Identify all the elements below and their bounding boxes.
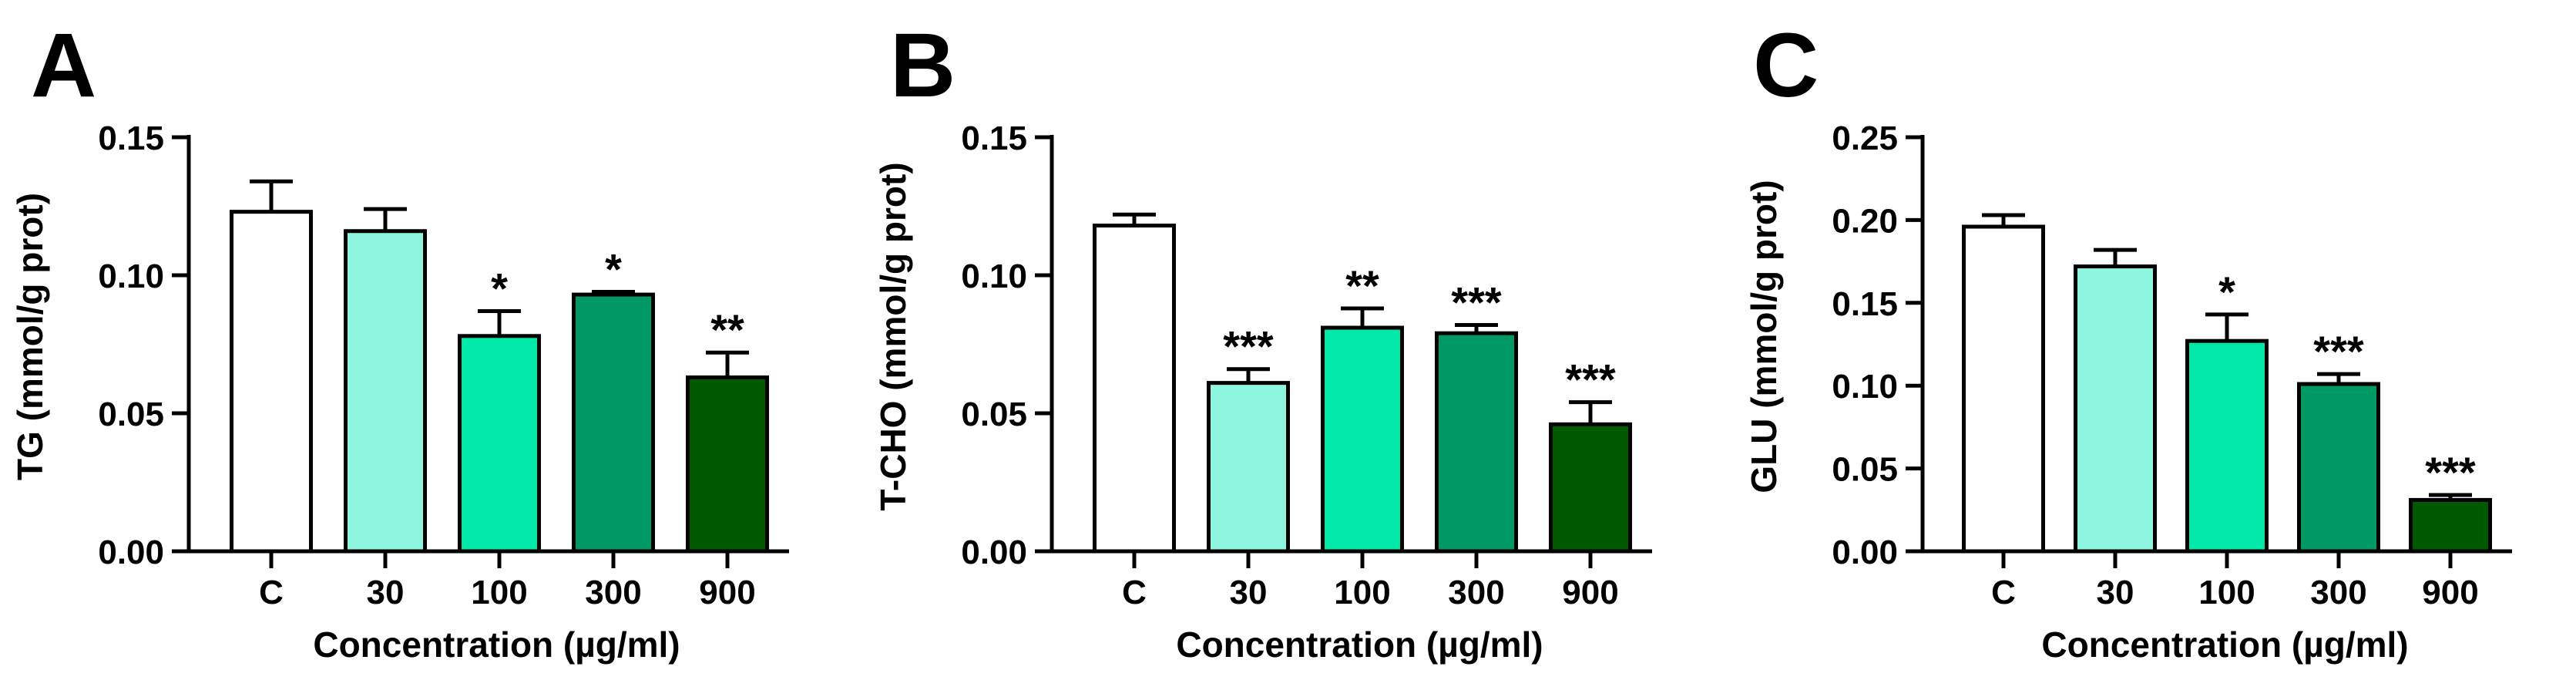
bar (230, 210, 313, 554)
x-tick-label: 30 (2097, 574, 2134, 611)
significance-label: ** (710, 305, 744, 354)
x-tick-label: 900 (699, 574, 755, 611)
y-tick-label: 0.10 (98, 258, 164, 295)
bar (458, 334, 541, 554)
bar (572, 292, 655, 554)
x-tick-label: 900 (1562, 574, 1618, 611)
y-tick-label: 0.15 (1832, 285, 1898, 323)
x-tick-label: 30 (1230, 574, 1268, 611)
significance-label: *** (2425, 448, 2476, 497)
panel-c: C 0.00 0.05 0.10 0.15 0.20 0.25 GLU (mmol/g pro… (1744, 15, 2512, 665)
bar (1962, 224, 2045, 554)
x-tick-label: C (259, 574, 284, 611)
y-tick-label: 0.05 (98, 396, 164, 433)
significance-label: *** (1565, 355, 1616, 404)
bar (1435, 331, 1518, 554)
bar (686, 375, 769, 554)
panel-letter: A (31, 15, 96, 116)
x-tick-label: 30 (367, 574, 405, 611)
y-tick-label: 0.00 (1832, 534, 1898, 571)
x-tick-label: C (1991, 574, 2016, 611)
significance-label: * (605, 244, 622, 293)
bar (1207, 381, 1290, 554)
x-tick-label: 100 (1334, 574, 1390, 611)
y-tick-label: 0.15 (961, 120, 1027, 157)
y-tick-label: 0.05 (961, 396, 1027, 433)
significance-label: *** (1223, 322, 1274, 371)
y-tick-label: 0.00 (961, 534, 1027, 571)
bar (344, 229, 427, 554)
x-axis-title: Concentration (µg/ml) (313, 625, 680, 665)
y-tick-label: 0.05 (1832, 451, 1898, 489)
y-axis-title: GLU (mmol/g prot) (1744, 180, 1784, 493)
y-tick-label: 0.20 (1832, 202, 1898, 240)
significance-label: *** (1451, 278, 1502, 326)
bar (2074, 264, 2157, 554)
panel-a: A 0.00 0.05 0.10 0.15 TG (mmol/g prot) C 30 100 *… (10, 15, 789, 665)
y-tick-label: 0.25 (1832, 120, 1898, 157)
significance-label: ** (1345, 261, 1379, 310)
y-tick-label: 0.10 (961, 258, 1027, 295)
x-axis-title: Concentration (µg/ml) (2041, 625, 2408, 665)
x-tick-label: 900 (2422, 574, 2478, 611)
x-axis-title: Concentration (µg/ml) (1176, 625, 1543, 665)
x-tick-label: 300 (1448, 574, 1504, 611)
y-axis-title: T-CHO (mmol/g prot) (873, 162, 913, 510)
y-tick-label: 0.15 (98, 120, 164, 157)
x-tick-label: C (1122, 574, 1147, 611)
panel-b: B 0.00 0.05 0.10 0.15 T-CHO (mmol/g prot) C 30 *… (873, 15, 1652, 665)
bar (1093, 224, 1176, 554)
y-tick-label: 0.00 (98, 534, 164, 571)
panel-letter: B (890, 15, 956, 116)
significance-label: * (2218, 268, 2235, 316)
panel-letter: C (1753, 15, 1819, 116)
x-tick-label: 300 (2310, 574, 2366, 611)
bar (1321, 325, 1404, 554)
x-tick-label: 100 (2198, 574, 2255, 611)
bar (2409, 497, 2492, 554)
bar (2297, 382, 2380, 554)
bar (1549, 422, 1632, 554)
x-tick-label: 300 (585, 574, 641, 611)
significance-label: * (491, 264, 508, 313)
y-axis-title: TG (mmol/g prot) (10, 193, 50, 480)
bar (2185, 338, 2269, 554)
significance-label: *** (2313, 327, 2364, 375)
x-tick-label: 100 (471, 574, 527, 611)
y-tick-label: 0.10 (1832, 368, 1898, 406)
